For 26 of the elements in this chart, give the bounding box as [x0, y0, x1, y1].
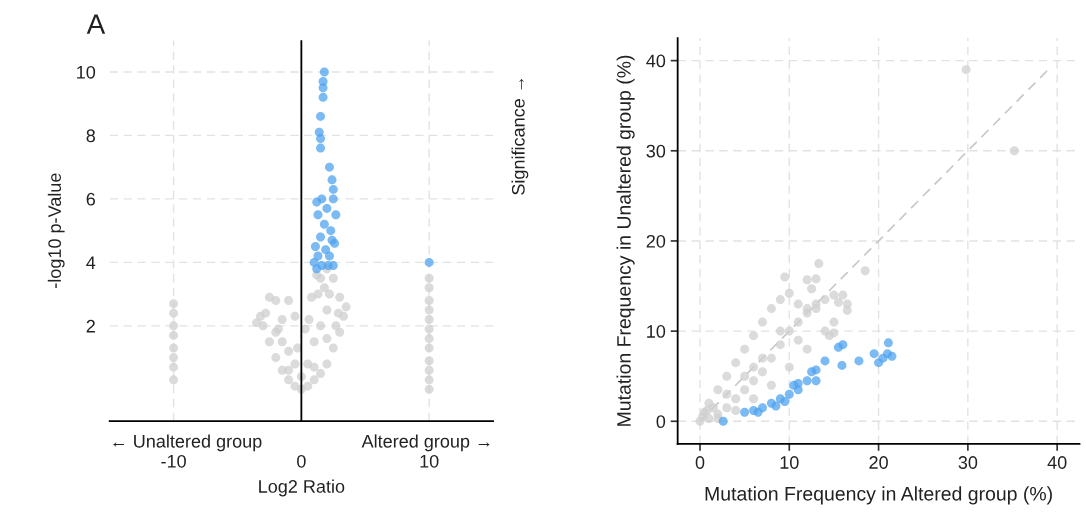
y-axis-title: Mutation Frequency in Unaltered group (%) — [616, 55, 635, 426]
text: Significance → — [511, 78, 529, 195]
text: ← Unaltered group — [113, 434, 262, 452]
text: Altered group → — [361, 434, 490, 452]
x-tick-label: 10 — [420, 454, 439, 468]
y-axis-title: -log10 p-Value — [47, 173, 65, 288]
y-tick-label: 40 — [646, 54, 666, 68]
x-tick-label: 40 — [1047, 456, 1067, 469]
y-tick-label: 0 — [656, 415, 666, 429]
x-axis-title: Log2 Ratio — [259, 479, 345, 497]
text: A — [86, 14, 106, 34]
y-tick-label: 2 — [86, 319, 95, 333]
x-tick-label: -10 — [161, 454, 186, 468]
x-tick-label: 20 — [869, 456, 888, 469]
x-axis-title: Mutation Frequency in Altered group (%) — [705, 486, 1052, 505]
x-tick-label: 0 — [695, 456, 705, 469]
x-tick-label: 0 — [297, 454, 306, 468]
y-tick-label: 8 — [86, 129, 96, 143]
y-tick-label: 4 — [86, 256, 96, 269]
y-tick-label: 10 — [647, 325, 666, 338]
x-tick-label: 10 — [780, 456, 799, 469]
y-tick-label: 6 — [86, 192, 95, 206]
x-tick-label: 30 — [958, 456, 978, 469]
y-tick-label: 30 — [646, 144, 666, 158]
y-tick-label: 10 — [77, 65, 96, 79]
y-tick-label: 20 — [646, 234, 666, 248]
